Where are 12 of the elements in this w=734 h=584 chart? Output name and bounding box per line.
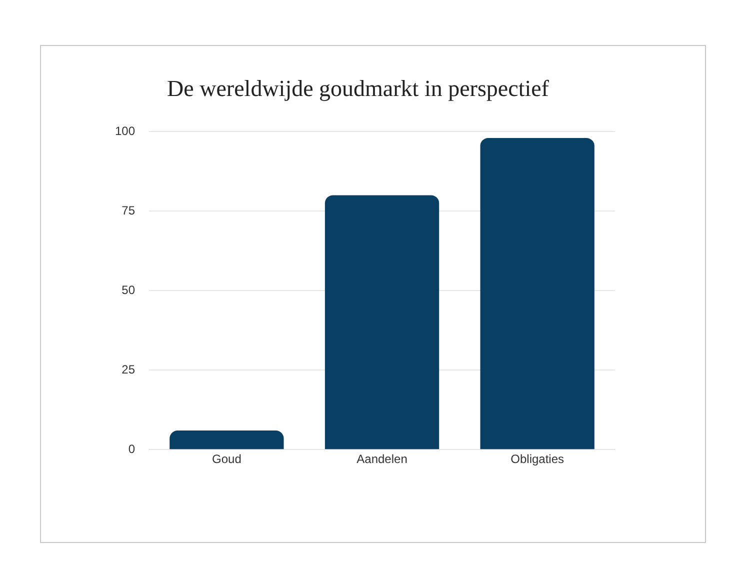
y-tick-label: 50: [122, 282, 136, 297]
y-tick-label: 75: [122, 203, 136, 218]
chart-title: De wereldwijde goudmarkt in perspectief: [167, 76, 550, 101]
y-tick-label: 100: [114, 124, 136, 138]
bar: [324, 195, 440, 450]
y-tick-label: 25: [122, 362, 136, 376]
bar: [170, 430, 284, 450]
y-tick-label: 0: [128, 442, 136, 456]
x-tick-label: Aandelen: [356, 452, 408, 466]
bar: [480, 138, 594, 450]
x-tick-label: Goud: [212, 452, 242, 466]
x-tick-label: Obligaties: [510, 452, 564, 466]
